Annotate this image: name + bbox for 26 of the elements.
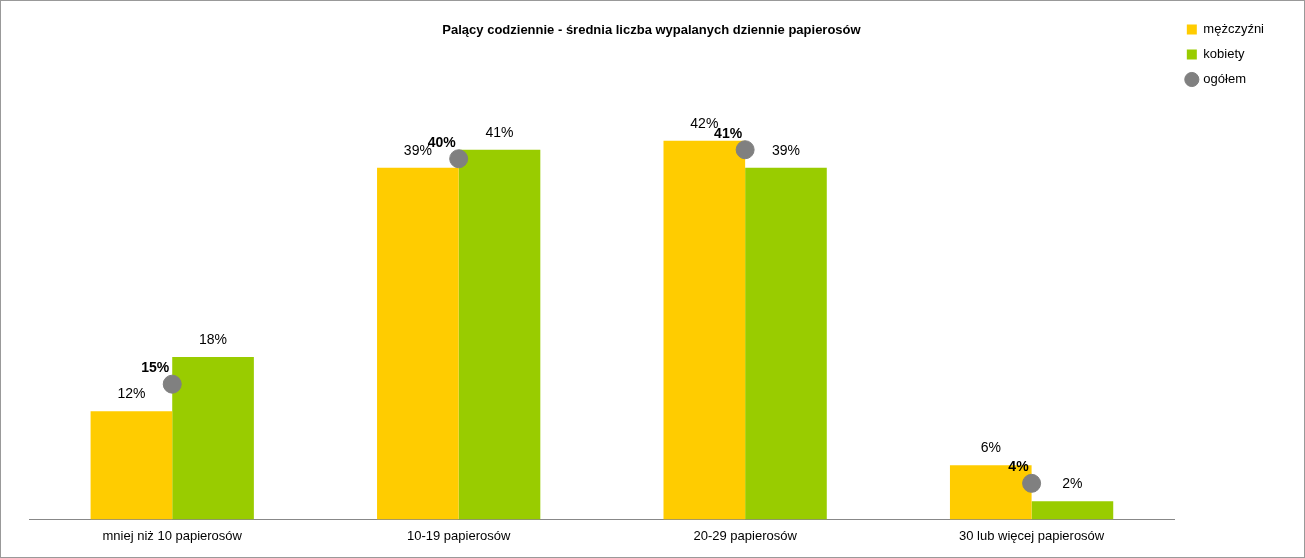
legend-label: mężczyźni — [1203, 21, 1265, 37]
data-label: 15% — [141, 359, 170, 376]
bar — [1031, 501, 1114, 520]
point — [735, 140, 755, 160]
legend-label: ogółem — [1203, 71, 1246, 87]
x-tick-label: 30 lub więcej papierosów — [958, 527, 1105, 543]
bar — [172, 357, 254, 520]
bar — [458, 149, 541, 520]
bar — [377, 167, 459, 520]
point — [1022, 473, 1042, 493]
data-label: 12% — [117, 385, 146, 402]
point — [449, 149, 469, 169]
x-tick-label: 20-29 papierosów — [693, 527, 798, 543]
bar — [745, 167, 827, 520]
bar — [663, 140, 746, 520]
x-tick-label: 10-19 papierosów — [407, 527, 511, 543]
data-label: 39% — [771, 141, 800, 158]
data-label: 41% — [485, 123, 514, 140]
data-label: 2% — [1062, 475, 1083, 492]
bar — [90, 411, 173, 520]
x-tick-label: mniej niż 10 papierosów — [102, 527, 243, 543]
data-label: 18% — [199, 330, 228, 347]
data-label: 6% — [980, 439, 1001, 456]
chart-title: Palący codziennie - średnia liczba wypalanych dziennie papierosów — [442, 22, 862, 38]
legend-label: kobiety — [1203, 46, 1246, 62]
point — [162, 374, 182, 394]
